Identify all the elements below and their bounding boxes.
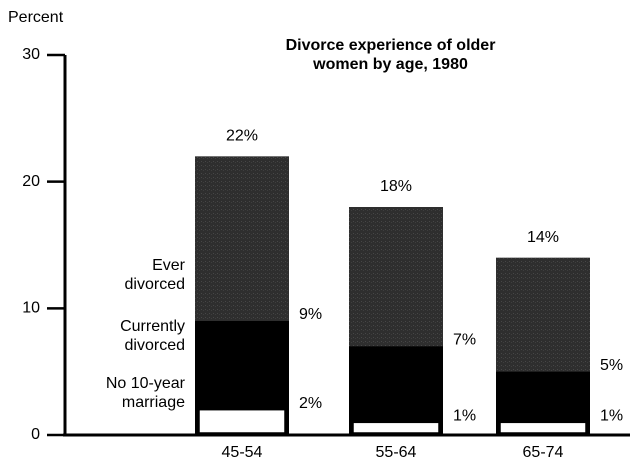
- value-label: 2%: [299, 395, 322, 412]
- bar: [352, 421, 440, 434]
- x-tick-label: 45-54: [222, 444, 263, 461]
- value-label: 14%: [527, 229, 559, 246]
- y-tick-label: 30: [22, 46, 40, 63]
- x-tick-label: 65-74: [523, 444, 564, 461]
- value-label: 7%: [453, 332, 476, 349]
- x-tick-label: 55-64: [376, 444, 417, 461]
- value-label: 9%: [299, 306, 322, 323]
- value-label: 1%: [453, 408, 476, 425]
- value-label: 18%: [380, 178, 412, 195]
- value-label: 22%: [226, 128, 258, 145]
- chart-title: Divorce experience of older women by age…: [285, 37, 496, 73]
- bar: [349, 346, 443, 435]
- legend-label: Currently divorced: [120, 318, 185, 354]
- legend-label: No 10-year marriage: [105, 374, 185, 411]
- value-label: 5%: [600, 357, 623, 374]
- bar: [198, 408, 286, 434]
- value-label: 1%: [600, 408, 623, 425]
- bar: [499, 421, 587, 434]
- y-tick-label: 20: [22, 173, 40, 190]
- y-tick-label: 10: [22, 300, 40, 317]
- y-tick-label: 0: [31, 426, 40, 443]
- y-axis-label: Percent: [8, 9, 64, 26]
- legend-label: Ever divorced: [124, 257, 185, 294]
